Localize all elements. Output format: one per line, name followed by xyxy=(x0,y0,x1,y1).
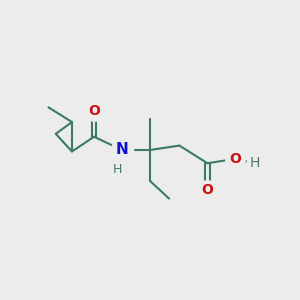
Text: O: O xyxy=(88,104,100,118)
Text: N: N xyxy=(116,142,128,158)
Text: H: H xyxy=(112,163,122,176)
Text: O: O xyxy=(202,183,213,197)
Text: O: O xyxy=(229,152,241,166)
Text: H: H xyxy=(249,156,260,170)
